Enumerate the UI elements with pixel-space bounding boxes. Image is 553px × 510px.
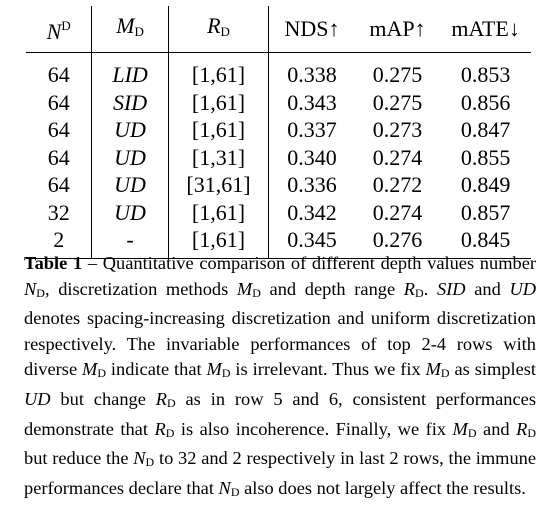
table-row: 64 SID [1,61] 0.343 0.275 0.856	[26, 88, 531, 116]
cell-rd: [31,61]	[168, 171, 270, 199]
cell-map: 0.275	[372, 62, 423, 87]
table-row: 64 UD [31,61] 0.336 0.272 0.849	[26, 171, 531, 199]
cell-map: 0.272	[372, 172, 423, 197]
cell-md: LID	[91, 52, 169, 89]
cell-nds: 0.337	[287, 117, 337, 142]
cell-nd: 2	[26, 226, 93, 259]
cell-nds: 0.342	[287, 199, 337, 225]
table-row: 64 LID [1,61] 0.338 0.275 0.853	[26, 52, 531, 89]
cell-nds: 0.338	[287, 62, 337, 87]
cell-md: UD	[91, 171, 169, 199]
cell-mate: 0.845	[440, 226, 531, 259]
table-row: 64 UD [1,31] 0.340 0.274 0.855	[26, 143, 531, 171]
cell-map: 0.273	[372, 117, 423, 142]
cell-mate: 0.853	[460, 62, 511, 87]
cell-md: SID	[91, 88, 169, 116]
table-row: 32 UD [1,61] 0.342 0.274 0.857	[26, 198, 531, 226]
cell-rd: [1,61]	[168, 88, 270, 116]
cell-map: 0.274	[372, 199, 423, 225]
cell-nds: 0.345	[268, 226, 355, 259]
header-md: MD	[91, 6, 169, 53]
cell-mate: 0.857	[460, 199, 511, 225]
header-rd: RD	[168, 6, 270, 53]
cell-rd: [1,61]	[168, 52, 270, 89]
cell-nd: 32	[26, 198, 93, 226]
table-header-row: ND MD RD NDS↑ mAP↑ mATE↓	[26, 6, 531, 53]
cell-rd: [1,61]	[168, 226, 270, 259]
caption-label: Table 1	[24, 253, 83, 273]
cell-md: UD	[91, 143, 169, 171]
cell-nd: 64	[26, 116, 93, 144]
cell-mate: 0.855	[460, 144, 511, 170]
cell-map: 0.275	[372, 89, 423, 115]
cell-nds: 0.336	[287, 172, 337, 197]
cell-map: 0.276	[354, 226, 441, 259]
cell-mate: 0.849	[460, 172, 511, 197]
cell-md: -	[91, 226, 169, 259]
cell-mate: 0.856	[460, 89, 511, 115]
cell-rd: [1,61]	[168, 116, 270, 144]
cell-map: 0.274	[372, 144, 423, 170]
header-mate: mATE↓	[440, 6, 531, 53]
results-table: ND MD RD NDS↑ mAP↑ mATE↓ 64 LID [1,61] 0…	[26, 6, 531, 259]
header-nd: ND	[26, 6, 93, 53]
cell-nd: 64	[26, 171, 93, 199]
cell-rd: [1,31]	[168, 143, 270, 171]
cell-mate: 0.847	[460, 117, 511, 142]
cell-md: UD	[91, 116, 169, 144]
cell-nd: 64	[26, 143, 93, 171]
cell-md: UD	[91, 198, 169, 226]
cell-nd: 64	[26, 88, 93, 116]
cell-rd: [1,61]	[168, 198, 270, 226]
cell-nds: 0.340	[287, 144, 337, 170]
cell-nd: 64	[26, 52, 93, 89]
header-map: mAP↑	[354, 6, 441, 53]
header-nds: NDS↑	[268, 6, 355, 53]
cell-nds: 0.343	[287, 89, 337, 115]
table-row: 64 UD [1,61] 0.337 0.273 0.847	[26, 116, 531, 144]
table-row: 2 - [1,61] 0.345 0.276 0.845	[26, 226, 531, 259]
table-caption: Table 1 – Quantitative comparison of dif…	[24, 253, 537, 499]
